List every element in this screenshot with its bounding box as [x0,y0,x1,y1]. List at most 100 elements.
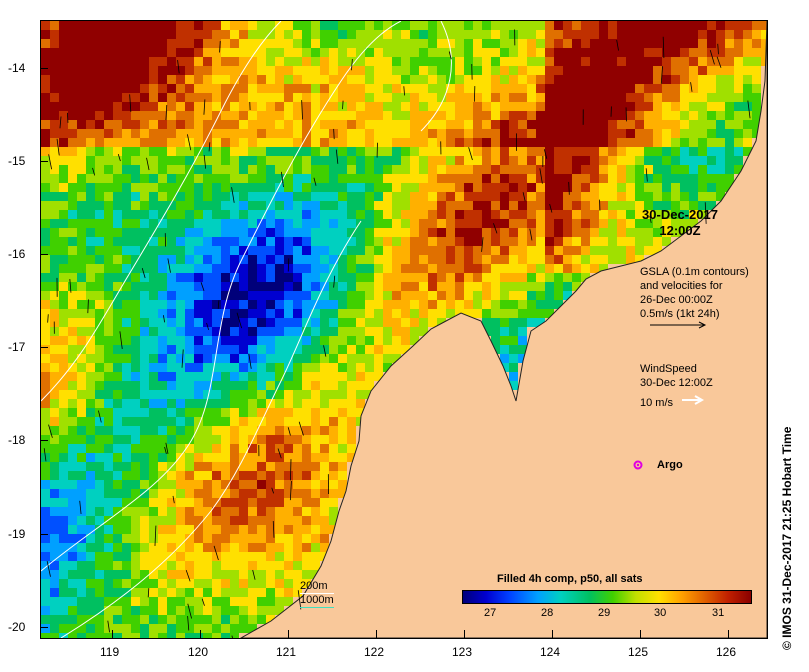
sst-cell [185,525,194,534]
sst-cell [50,183,59,192]
sst-cell [338,129,347,138]
sst-cell [419,300,428,309]
sst-cell [248,471,257,480]
sst-cell [689,21,698,30]
sst-cell [239,174,248,183]
sst-cell [293,390,302,399]
sst-cell [734,21,743,30]
sst-cell [68,120,77,129]
sst-cell [248,462,257,471]
sst-cell [95,66,104,75]
sst-cell [581,66,590,75]
sst-cell [464,255,473,264]
sst-cell [212,165,221,174]
sst-cell [716,120,725,129]
sst-cell [86,399,95,408]
sst-cell [302,219,311,228]
sst-cell [689,183,698,192]
sst-cell [320,219,329,228]
sst-cell [41,516,50,525]
sst-cell [365,354,374,363]
sst-cell [311,282,320,291]
sst-cell [347,282,356,291]
sst-cell [590,219,599,228]
sst-cell [95,219,104,228]
sst-cell [185,372,194,381]
sst-cell [338,462,347,471]
sst-cell [293,372,302,381]
sst-cell [662,138,671,147]
sst-cell [563,30,572,39]
sst-cell [248,264,257,273]
velocity-vector [448,51,452,60]
sst-cell [536,120,545,129]
sst-cell [365,192,374,201]
sst-cell [752,102,761,111]
sst-cell [347,381,356,390]
sst-cell [482,264,491,273]
sst-cell [554,147,563,156]
sst-cell [662,66,671,75]
sst-cell [266,57,275,66]
sst-cell [221,498,230,507]
sst-cell [482,30,491,39]
sst-cell [185,615,194,624]
sst-cell [104,363,113,372]
sst-cell [104,111,113,120]
sst-cell [347,399,356,408]
sst-cell [77,606,86,615]
sst-cell [743,21,752,30]
sst-cell [95,552,104,561]
sst-cell [77,561,86,570]
sst-cell [725,156,734,165]
sst-cell [464,84,473,93]
sst-cell [158,255,167,264]
sst-cell [59,48,68,57]
sst-cell [95,435,104,444]
sst-cell [446,291,455,300]
sst-cell [230,381,239,390]
sst-cell [383,264,392,273]
velocity-vector [297,590,302,610]
sst-cell [626,48,635,57]
sst-cell [311,129,320,138]
sst-cell [527,210,536,219]
sst-cell [230,300,239,309]
sst-cell [86,417,95,426]
sst-cell [536,300,545,309]
sst-map[interactable] [40,20,768,639]
sst-cell [374,39,383,48]
sst-cell [266,327,275,336]
sst-cell [698,39,707,48]
sst-cell [257,147,266,156]
sst-cell [86,255,95,264]
sst-cell [158,48,167,57]
velocity-vector [213,545,219,561]
sst-cell [266,444,275,453]
sst-cell [68,363,77,372]
sst-cell [689,192,698,201]
sst-cell [365,381,374,390]
sst-cell [194,543,203,552]
sst-cell [473,174,482,183]
sst-cell [554,237,563,246]
sst-cell [509,21,518,30]
velocity-vector [48,154,52,170]
sst-cell [185,543,194,552]
sst-cell [743,48,752,57]
sst-cell [131,525,140,534]
sst-cell [455,237,464,246]
sst-cell [455,111,464,120]
sst-cell [266,489,275,498]
sst-cell [113,309,122,318]
sst-cell [86,165,95,174]
sst-cell [158,543,167,552]
sst-cell [374,273,383,282]
sst-cell [410,129,419,138]
sla-contour [41,21,402,572]
sst-cell [257,354,266,363]
sst-cell [266,192,275,201]
sst-cell [653,228,662,237]
sst-cell [752,21,761,30]
sst-cell [176,426,185,435]
